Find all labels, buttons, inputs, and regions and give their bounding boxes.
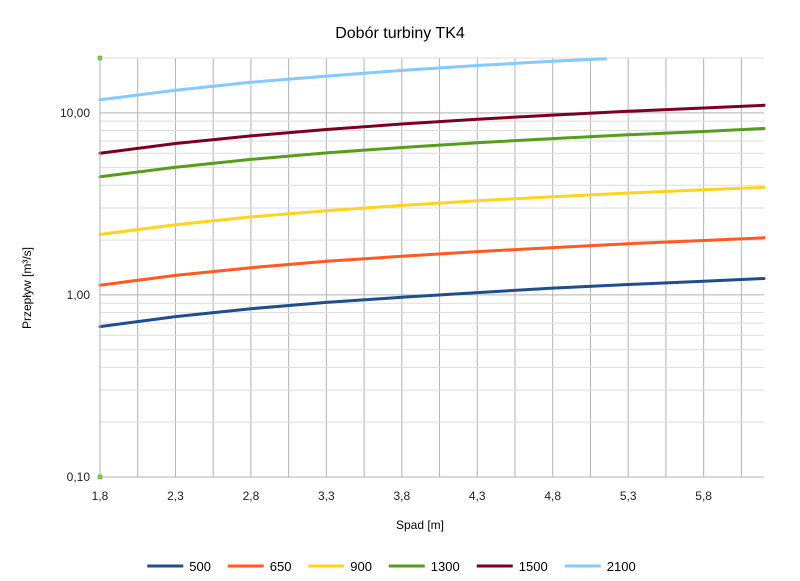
y-tick-label: 0,10 <box>67 470 91 484</box>
axes <box>97 55 764 480</box>
legend: 500 650 900 1300 1500 2100 <box>147 559 636 574</box>
legend-label-900: 900 <box>350 559 372 574</box>
chart-title: Dobór turbiny TK4 <box>335 25 465 42</box>
x-axis-ticks: 1,8 2,3 2,8 3,3 3,8 4,3 4,8 5,3 5,8 <box>92 489 713 503</box>
x-tick-label: 4,3 <box>469 489 486 503</box>
legend-label-2100: 2100 <box>607 559 636 574</box>
axis-handle-bottom <box>97 474 103 480</box>
x-tick-label: 1,8 <box>92 489 109 503</box>
legend-label-1500: 1500 <box>519 559 548 574</box>
x-tick-label: 5,3 <box>620 489 637 503</box>
y-axis-title: Przepływ [m³/s] <box>20 247 34 329</box>
x-tick-label: 3,3 <box>318 489 335 503</box>
series-line-650 <box>98 236 766 287</box>
series-line-900 <box>98 185 766 236</box>
legend-label-1300: 1300 <box>431 559 460 574</box>
series-line-2100 <box>98 57 607 102</box>
x-tick-label: 2,3 <box>167 489 184 503</box>
legend-label-500: 500 <box>189 559 211 574</box>
x-axis-title: Spad [m] <box>396 518 444 532</box>
x-tick-label: 4,8 <box>544 489 561 503</box>
series-lines <box>98 57 766 329</box>
x-tick-label: 5,8 <box>695 489 712 503</box>
series-line-1300 <box>98 127 766 179</box>
x-tick-label: 3,8 <box>393 489 410 503</box>
y-tick-label: 1,00 <box>67 288 91 302</box>
legend-label-650: 650 <box>270 559 292 574</box>
x-tick-label: 2,8 <box>243 489 260 503</box>
series-line-1500 <box>98 103 766 155</box>
series-line-500 <box>98 277 766 329</box>
axis-handle-top <box>97 55 103 61</box>
y-axis-ticks: 0,10 1,00 10,00 <box>60 106 90 484</box>
y-tick-label: 10,00 <box>60 106 90 120</box>
